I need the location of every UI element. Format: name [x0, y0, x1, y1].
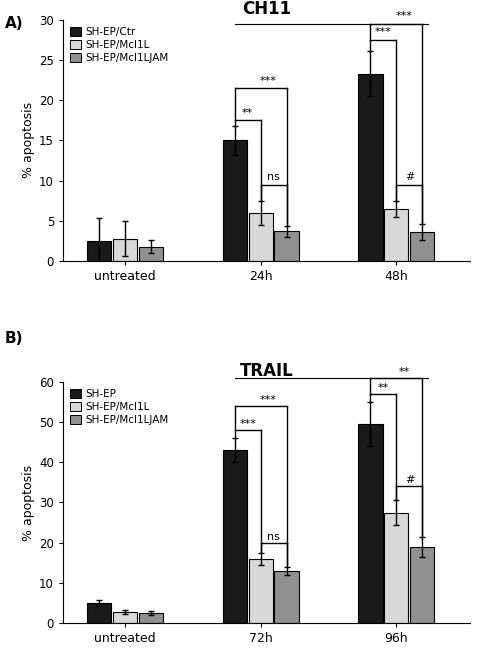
Text: A): A): [5, 16, 23, 31]
Text: ***: ***: [374, 28, 391, 37]
Text: ns: ns: [267, 173, 279, 182]
Bar: [358, 73, 382, 261]
Title: TRAIL: TRAIL: [240, 362, 293, 380]
Bar: [112, 612, 136, 623]
Y-axis label: % apoptosis: % apoptosis: [22, 102, 35, 178]
Bar: [274, 232, 298, 261]
Bar: [248, 559, 272, 623]
Bar: [274, 571, 298, 623]
Bar: [112, 239, 136, 261]
Text: **: **: [398, 367, 409, 377]
Text: **: **: [242, 108, 253, 118]
Text: #: #: [404, 475, 413, 485]
Bar: [409, 232, 434, 261]
Bar: [87, 603, 111, 623]
Text: B): B): [5, 331, 23, 346]
Bar: [138, 613, 163, 623]
Bar: [138, 247, 163, 261]
Legend: SH-EP/Ctr, SH-EP/Mcl1L, SH-EP/Mcl1LJAM: SH-EP/Ctr, SH-EP/Mcl1L, SH-EP/Mcl1LJAM: [68, 25, 170, 65]
Bar: [383, 209, 408, 261]
Bar: [383, 512, 408, 623]
Bar: [358, 424, 382, 623]
Text: #: #: [404, 173, 413, 182]
Text: ***: ***: [259, 395, 276, 405]
Bar: [87, 241, 111, 261]
Bar: [222, 140, 246, 261]
Title: CH11: CH11: [242, 0, 291, 18]
Text: ns: ns: [267, 531, 279, 541]
Text: ***: ***: [239, 419, 256, 429]
Text: **: **: [377, 382, 388, 393]
Y-axis label: % apoptosis: % apoptosis: [22, 464, 35, 541]
Text: ***: ***: [259, 75, 276, 86]
Text: ***: ***: [395, 11, 412, 21]
Bar: [222, 450, 246, 623]
Bar: [248, 213, 272, 261]
Legend: SH-EP, SH-EP/Mcl1L, SH-EP/Mcl1LJAM: SH-EP, SH-EP/Mcl1L, SH-EP/Mcl1LJAM: [68, 387, 170, 427]
Bar: [409, 546, 434, 623]
